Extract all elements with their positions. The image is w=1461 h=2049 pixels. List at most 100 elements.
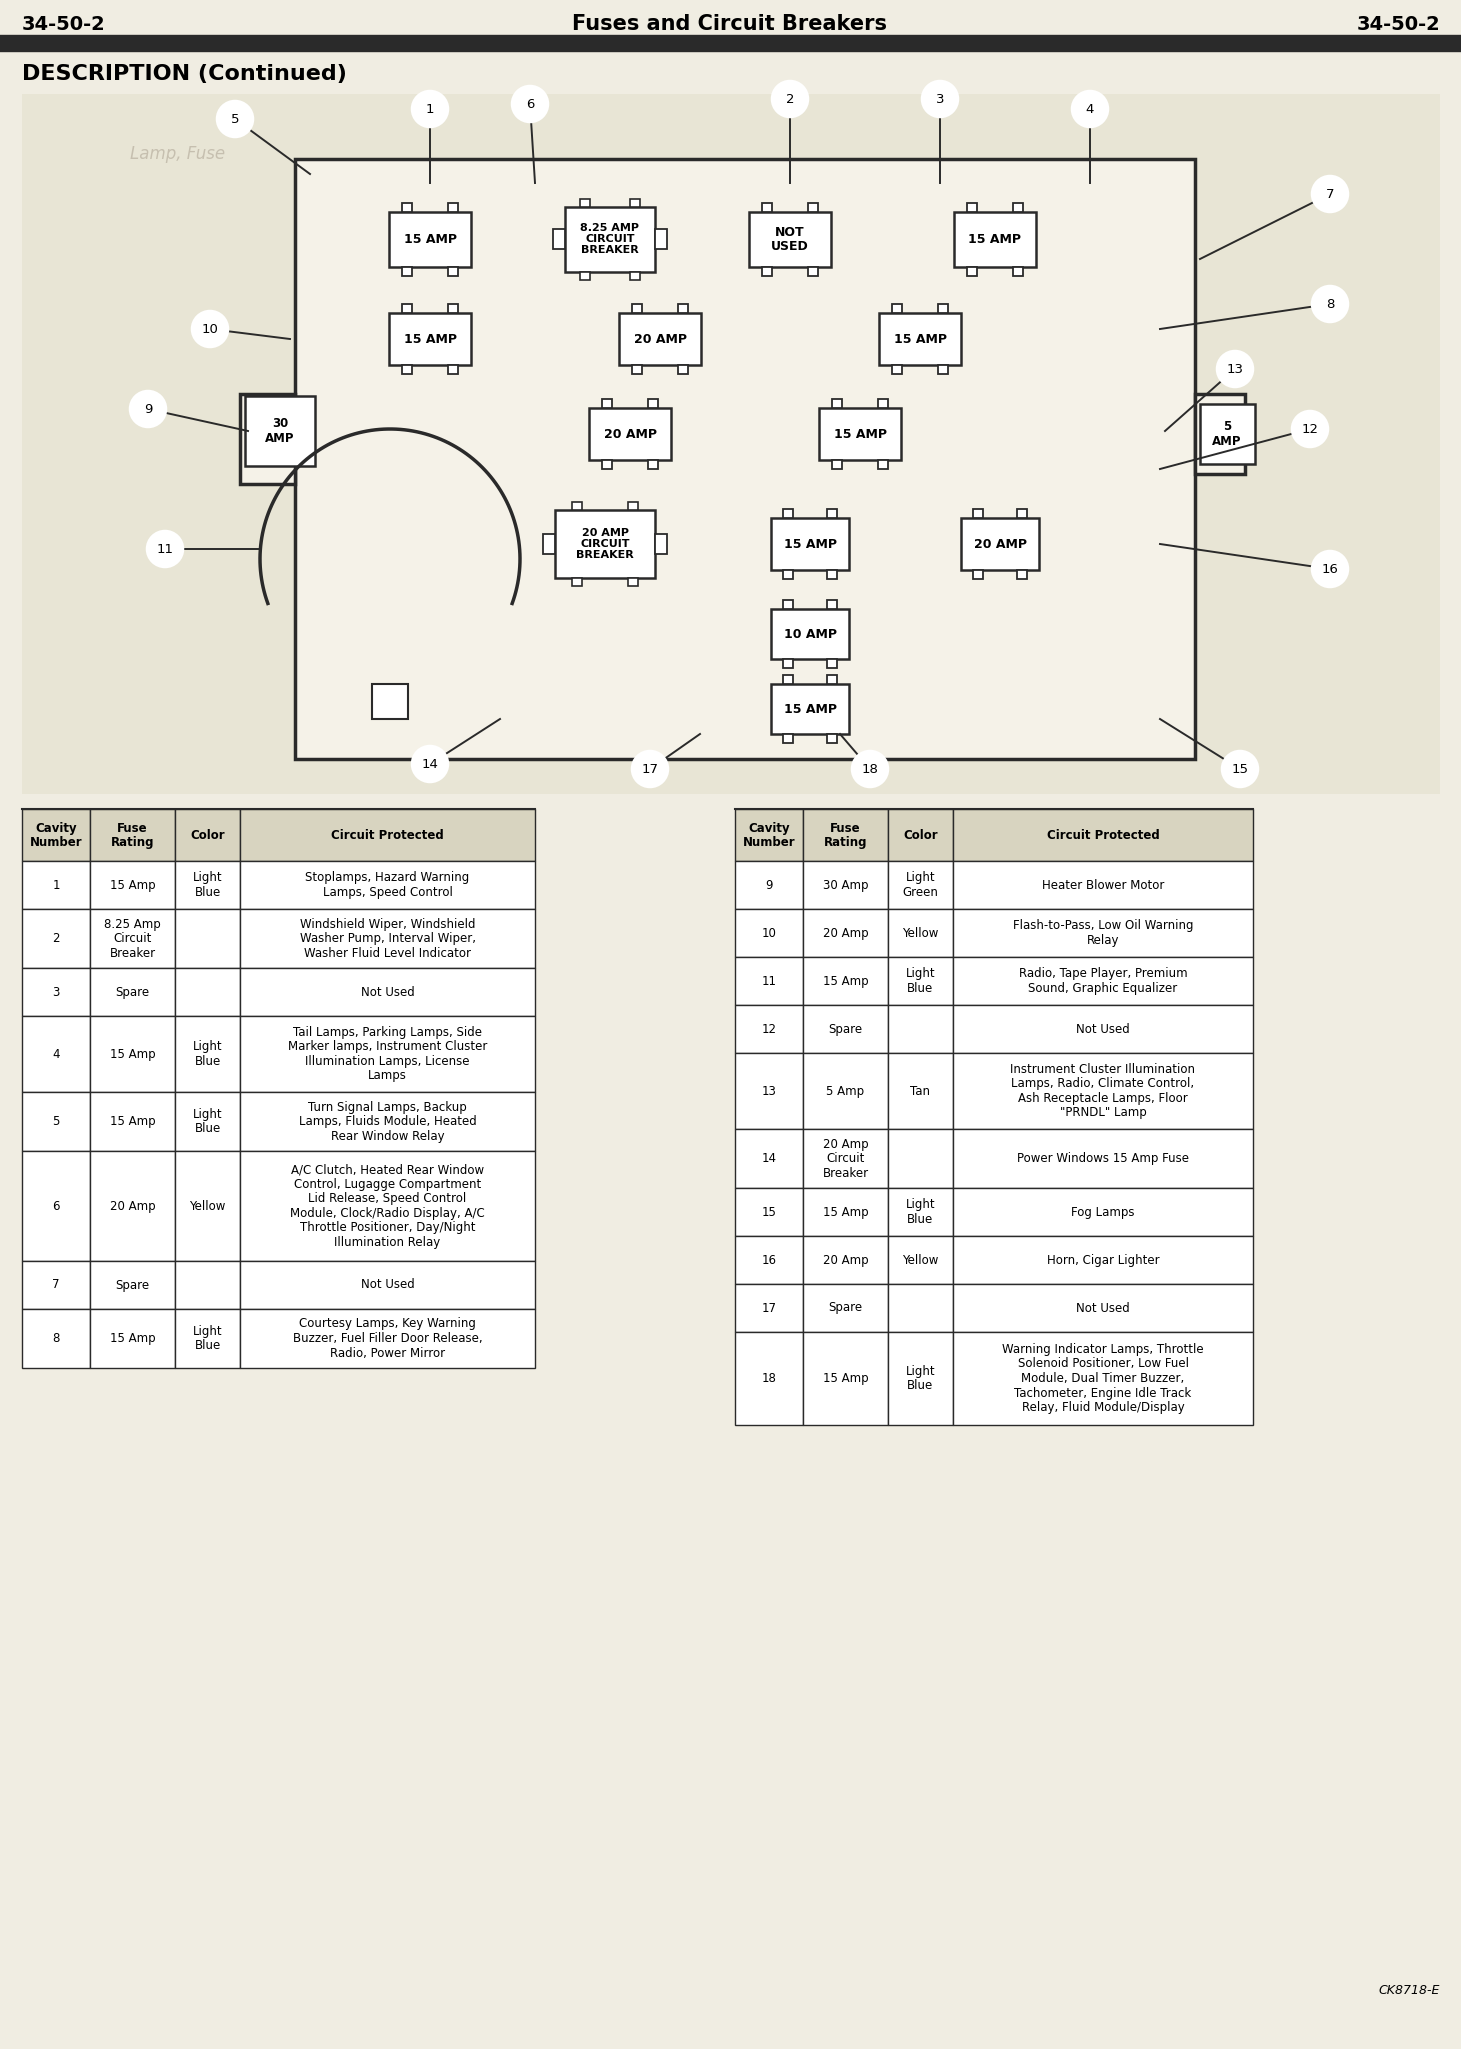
Text: 7: 7: [53, 1279, 60, 1291]
Bar: [763, 203, 771, 211]
Bar: [893, 303, 901, 313]
Bar: [633, 365, 641, 375]
Bar: [783, 674, 793, 684]
Bar: [804, 1285, 888, 1332]
Bar: [953, 910, 1254, 957]
Bar: [771, 518, 849, 570]
Circle shape: [852, 752, 888, 787]
Bar: [735, 1236, 804, 1285]
Bar: [91, 809, 175, 861]
Bar: [175, 910, 240, 967]
Text: Radio, Tape Player, Premium
Sound, Graphic Equalizer: Radio, Tape Player, Premium Sound, Graph…: [1018, 967, 1188, 994]
Bar: [735, 910, 804, 957]
Bar: [649, 400, 657, 408]
Bar: [827, 508, 837, 518]
Text: 14: 14: [422, 758, 438, 770]
Text: Color: Color: [190, 828, 225, 842]
Bar: [953, 1236, 1254, 1285]
Text: 11: 11: [761, 975, 776, 988]
Bar: [749, 211, 831, 266]
Text: NOT
USED: NOT USED: [771, 225, 809, 252]
Text: Spare: Spare: [115, 1279, 149, 1291]
Bar: [240, 1152, 535, 1260]
Bar: [783, 508, 793, 518]
Bar: [953, 1332, 1254, 1424]
Text: 4: 4: [53, 1047, 60, 1061]
Text: 15 AMP: 15 AMP: [894, 332, 947, 346]
Text: Light
Blue: Light Blue: [193, 1109, 222, 1135]
Bar: [22, 967, 91, 1016]
Bar: [888, 861, 953, 910]
Text: Cavity
Number: Cavity Number: [29, 822, 82, 848]
Bar: [783, 570, 793, 580]
Text: Turn Signal Lamps, Backup
Lamps, Fluids Module, Heated
Rear Window Relay: Turn Signal Lamps, Backup Lamps, Fluids …: [298, 1100, 476, 1143]
Bar: [240, 393, 295, 484]
Text: 16: 16: [761, 1254, 776, 1266]
Bar: [953, 1053, 1254, 1129]
Text: Windshield Wiper, Windshield
Washer Pump, Interval Wiper,
Washer Fluid Level Ind: Windshield Wiper, Windshield Washer Pump…: [300, 918, 475, 959]
Bar: [953, 861, 1254, 910]
Text: 10: 10: [202, 322, 219, 336]
Bar: [175, 1260, 240, 1309]
Text: 5
AMP: 5 AMP: [1213, 420, 1242, 449]
Bar: [735, 1188, 804, 1236]
Bar: [888, 957, 953, 1004]
Bar: [240, 1260, 535, 1309]
Bar: [402, 266, 412, 275]
Text: 15: 15: [1232, 762, 1249, 775]
Text: 9: 9: [143, 402, 152, 416]
Text: 15 Amp: 15 Amp: [110, 1332, 155, 1344]
Bar: [628, 578, 638, 586]
Text: 3: 3: [53, 986, 60, 998]
Bar: [573, 578, 581, 586]
Bar: [91, 1309, 175, 1369]
Text: 16: 16: [1322, 563, 1338, 576]
Circle shape: [1217, 350, 1254, 387]
Text: Yellow: Yellow: [903, 926, 938, 940]
Text: Stoplamps, Hazard Warning
Lamps, Speed Control: Stoplamps, Hazard Warning Lamps, Speed C…: [305, 871, 469, 900]
Bar: [22, 861, 91, 910]
Text: Not Used: Not Used: [361, 986, 415, 998]
Bar: [555, 510, 655, 578]
Bar: [953, 957, 1254, 1004]
Text: Heater Blower Motor: Heater Blower Motor: [1042, 879, 1164, 891]
Text: 8: 8: [53, 1332, 60, 1344]
Bar: [808, 266, 818, 275]
Text: 20 AMP: 20 AMP: [634, 332, 687, 346]
Bar: [804, 809, 888, 861]
Text: 12: 12: [1302, 422, 1318, 436]
Text: 18: 18: [761, 1373, 776, 1385]
Bar: [804, 1053, 888, 1129]
Bar: [633, 303, 641, 313]
Bar: [630, 273, 640, 279]
Text: 5 Amp: 5 Amp: [827, 1084, 865, 1098]
Text: 20 Amp: 20 Amp: [823, 926, 868, 940]
Text: Light
Blue: Light Blue: [906, 1365, 935, 1391]
Text: 30 Amp: 30 Amp: [823, 879, 868, 891]
Text: Not Used: Not Used: [1077, 1022, 1129, 1035]
Bar: [22, 1309, 91, 1369]
Bar: [783, 660, 793, 668]
Text: Spare: Spare: [115, 986, 149, 998]
Text: 6: 6: [526, 98, 535, 111]
Bar: [808, 203, 818, 211]
Text: 15 AMP: 15 AMP: [969, 232, 1021, 246]
Text: 15 AMP: 15 AMP: [403, 332, 456, 346]
Bar: [888, 1004, 953, 1053]
Circle shape: [1312, 287, 1349, 322]
Text: 8.25 AMP
CIRCUIT
BREAKER: 8.25 AMP CIRCUIT BREAKER: [580, 223, 640, 254]
Text: 20 Amp: 20 Amp: [823, 1254, 868, 1266]
Text: Light
Blue: Light Blue: [193, 1041, 222, 1068]
Text: 2: 2: [786, 92, 795, 104]
Text: 5: 5: [53, 1115, 60, 1129]
Bar: [589, 408, 671, 459]
Bar: [619, 313, 701, 365]
Text: Fuse
Rating: Fuse Rating: [824, 822, 868, 848]
Text: 20 AMP
CIRCUIT
BREAKER: 20 AMP CIRCUIT BREAKER: [576, 529, 634, 559]
Bar: [91, 1092, 175, 1152]
Text: Not Used: Not Used: [361, 1279, 415, 1291]
Text: 3: 3: [935, 92, 944, 104]
Bar: [91, 1260, 175, 1309]
Bar: [804, 1332, 888, 1424]
Bar: [804, 1188, 888, 1236]
